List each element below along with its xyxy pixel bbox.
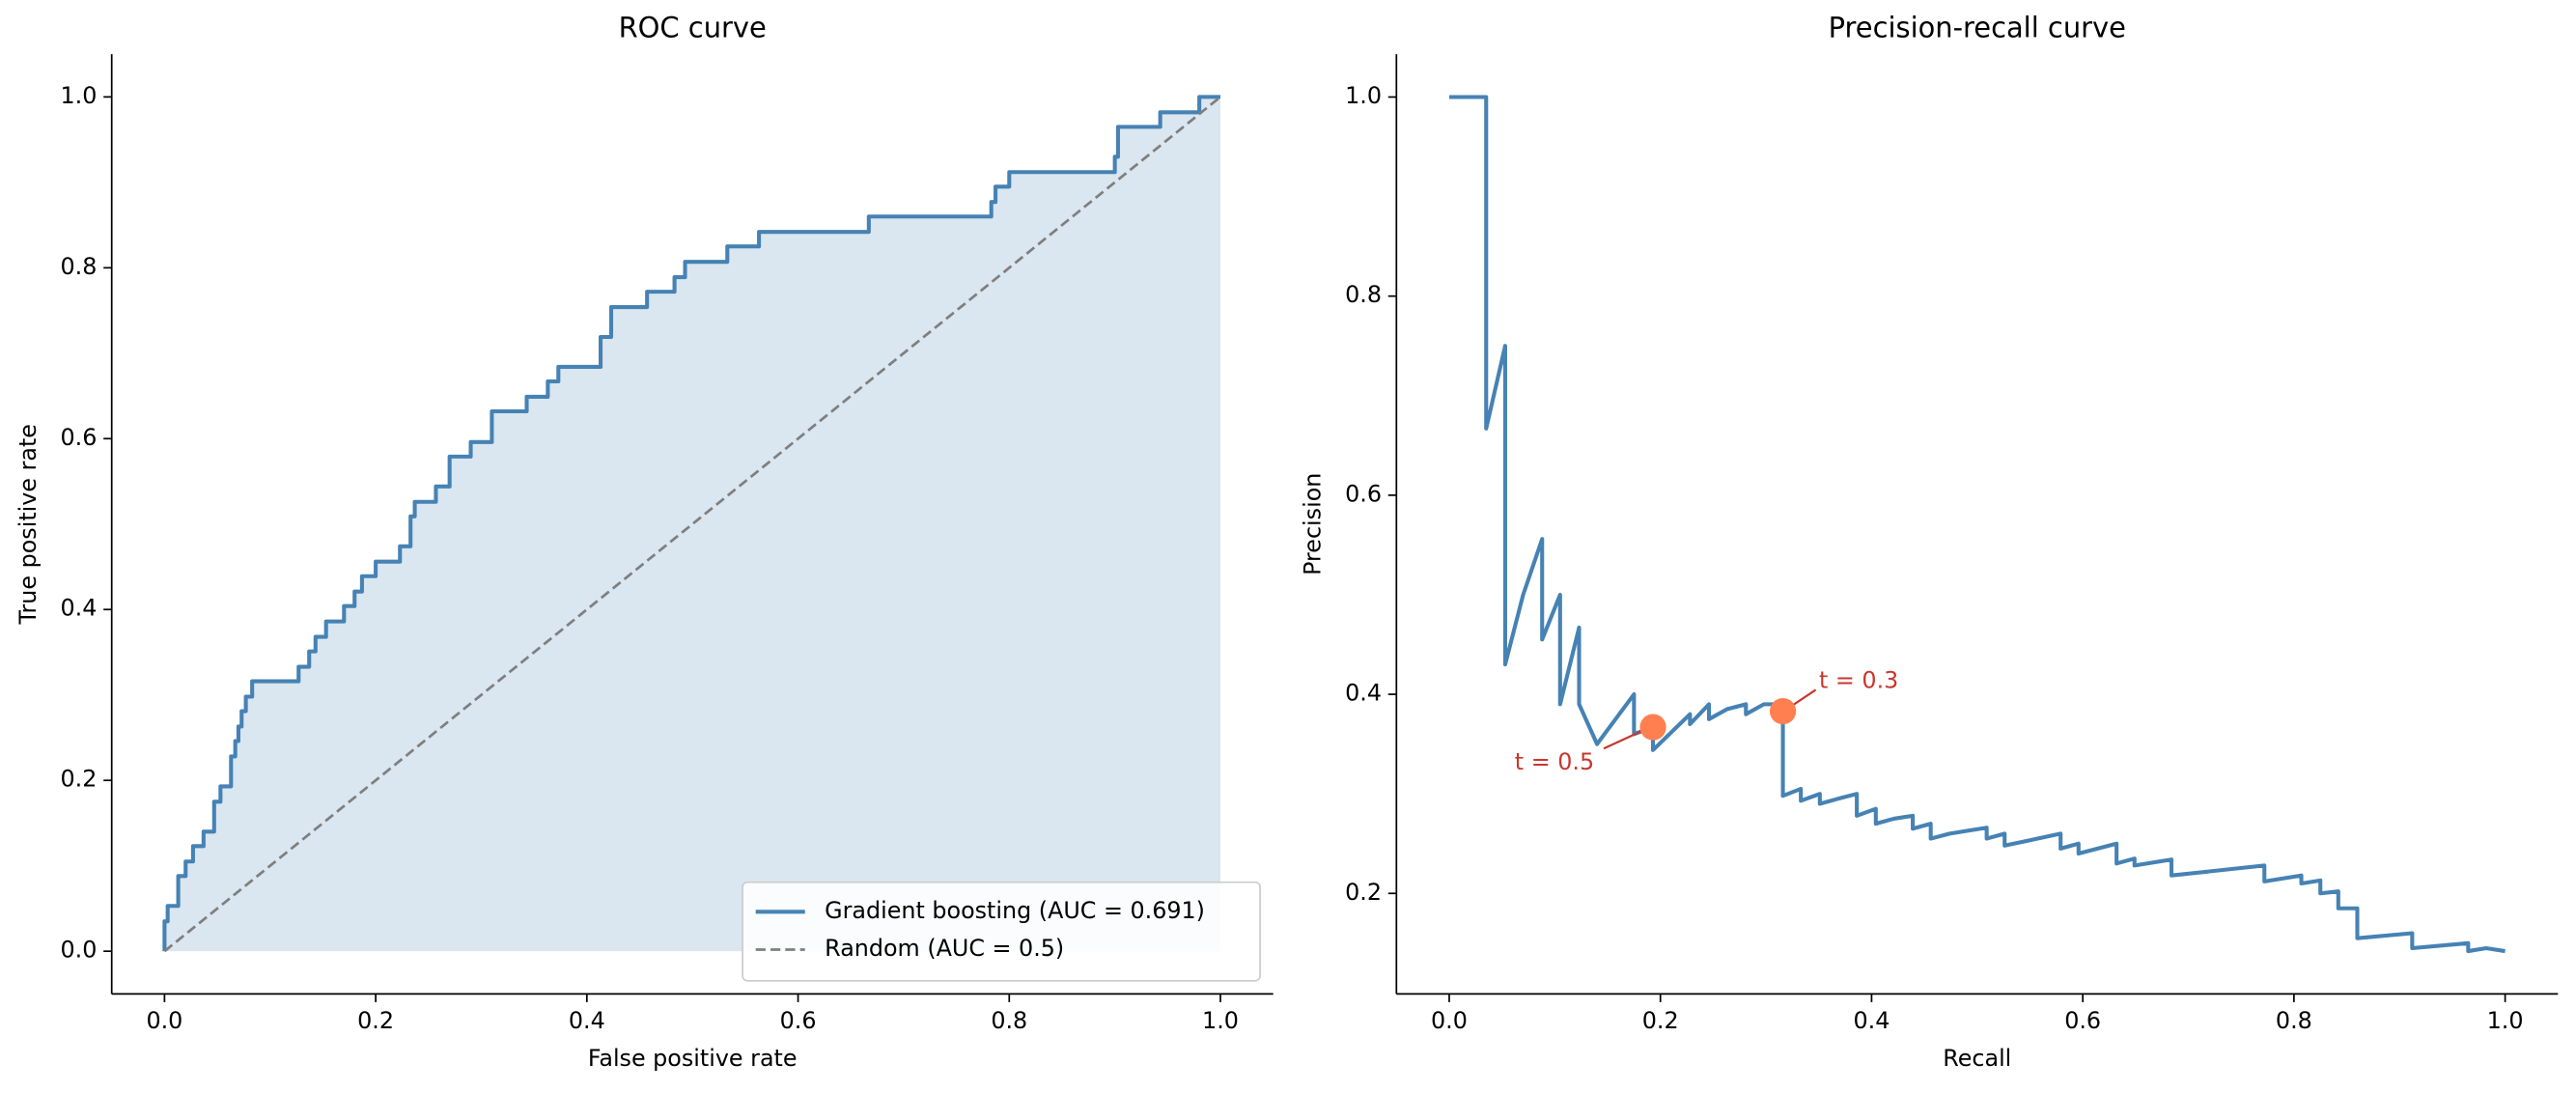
annotation-label: t = 0.5 [1515, 748, 1594, 775]
x-tick-label: 0.2 [357, 1007, 394, 1034]
y-tick-label: 0.8 [1345, 281, 1382, 308]
annotation-arrow [1790, 688, 1817, 708]
y-tick-label: 1.0 [1345, 82, 1382, 109]
y-tick-label: 1.0 [61, 82, 98, 109]
y-tick-label: 0.2 [61, 766, 98, 793]
x-tick-label: 0.8 [2276, 1007, 2312, 1034]
annotation-arrow [1603, 729, 1644, 750]
legend-box [742, 881, 1261, 982]
legend-label: Random (AUC = 0.5) [825, 935, 1064, 962]
y-axis-label: Precision [1300, 473, 1327, 575]
threshold-point [1639, 714, 1666, 741]
y-tick-label: 0.6 [1345, 480, 1382, 507]
x-tick-label: 0.2 [1642, 1007, 1679, 1034]
y-tick-label: 0.0 [61, 937, 98, 964]
x-tick-label: 0.0 [1431, 1007, 1468, 1034]
y-tick-label: 0.6 [61, 424, 98, 451]
x-tick-label: 1.0 [2487, 1007, 2524, 1034]
x-axis-label: False positive rate [588, 1045, 798, 1072]
x-axis-label: Recall [1943, 1045, 2011, 1072]
x-tick-label: 0.8 [991, 1007, 1027, 1034]
y-tick-label: 0.4 [1345, 680, 1382, 707]
x-tick-label: 1.0 [1202, 1007, 1239, 1034]
annotation-label: t = 0.3 [1819, 666, 1898, 693]
curve [162, 95, 1220, 952]
x-tick-label: 0.6 [2064, 1007, 2101, 1034]
curve [1448, 95, 2506, 954]
y-axis-label: True positive rate [14, 424, 42, 625]
area-fill [164, 97, 1221, 952]
y-tick-label: 0.2 [1345, 879, 1382, 906]
x-tick-label: 0.4 [569, 1007, 605, 1034]
threshold-point [1769, 697, 1797, 725]
chart-title: ROC curve [619, 12, 767, 44]
x-tick-label: 0.4 [1853, 1007, 1890, 1034]
y-tick-label: 0.8 [61, 253, 98, 280]
y-tick-label: 0.4 [61, 595, 98, 622]
x-tick-label: 0.0 [146, 1007, 182, 1034]
x-tick-label: 0.6 [780, 1007, 817, 1034]
legend-label: Gradient boosting (AUC = 0.691) [825, 897, 1205, 924]
chart-title: Precision-recall curve [1829, 12, 2126, 44]
curve [163, 96, 1221, 953]
